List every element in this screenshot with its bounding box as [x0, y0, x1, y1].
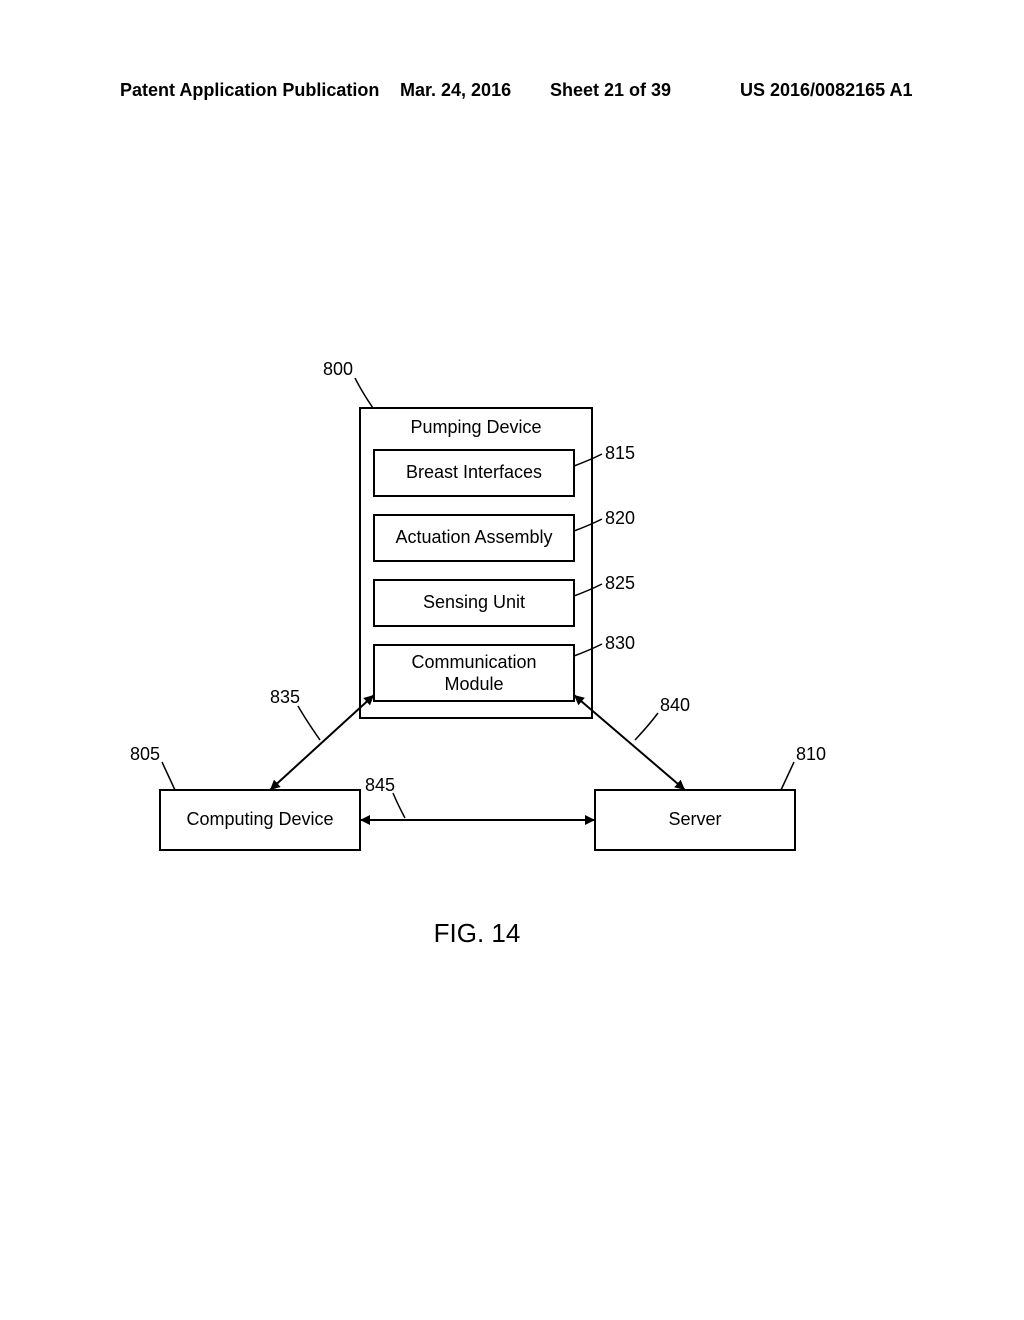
- ref-805: 805: [130, 744, 175, 790]
- figure-label: FIG. 14: [434, 918, 521, 948]
- svg-text:Computing Device: Computing Device: [186, 809, 333, 829]
- svg-text:835: 835: [270, 687, 300, 707]
- server-box: Server: [595, 790, 795, 850]
- svg-text:800: 800: [323, 359, 353, 379]
- svg-text:845: 845: [365, 775, 395, 795]
- diagram-canvas: Pumping Device 800 Breast Interfaces 815…: [0, 0, 1024, 1320]
- connection-845: 845: [360, 775, 595, 820]
- svg-text:810: 810: [796, 744, 826, 764]
- svg-text:Breast Interfaces: Breast Interfaces: [406, 462, 542, 482]
- svg-text:820: 820: [605, 508, 635, 528]
- svg-text:Server: Server: [668, 809, 721, 829]
- comm-line2: Module: [444, 674, 503, 694]
- computing-device-box: Computing Device: [160, 790, 360, 850]
- svg-text:805: 805: [130, 744, 160, 764]
- svg-text:840: 840: [660, 695, 690, 715]
- module-communication: Communication Module: [374, 645, 574, 701]
- connection-840: 840: [574, 695, 690, 790]
- svg-text:830: 830: [605, 633, 635, 653]
- svg-text:815: 815: [605, 443, 635, 463]
- module-sensing-unit: Sensing Unit: [374, 580, 574, 626]
- svg-text:Sensing Unit: Sensing Unit: [423, 592, 525, 612]
- pumping-device-title: Pumping Device: [410, 417, 541, 437]
- ref-800: 800: [323, 359, 373, 408]
- comm-line1: Communication: [411, 652, 536, 672]
- svg-text:Actuation Assembly: Actuation Assembly: [395, 527, 552, 547]
- module-breast-interfaces: Breast Interfaces: [374, 450, 574, 496]
- ref-810: 810: [781, 744, 826, 790]
- svg-text:825: 825: [605, 573, 635, 593]
- connection-835: 835: [270, 687, 374, 790]
- module-actuation-assembly: Actuation Assembly: [374, 515, 574, 561]
